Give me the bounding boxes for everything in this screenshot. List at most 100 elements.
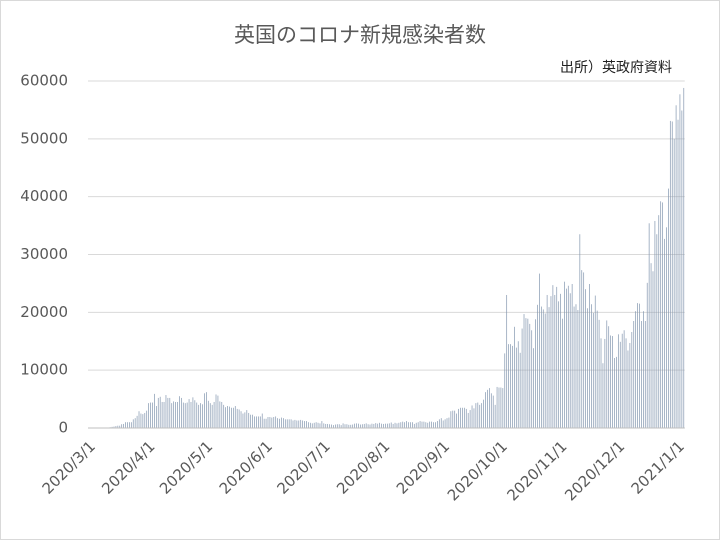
- bar: [583, 272, 585, 428]
- bar: [358, 423, 359, 428]
- bar: [617, 334, 619, 428]
- bar: [267, 417, 269, 428]
- bar: [675, 105, 677, 428]
- bar: [184, 403, 186, 428]
- bar: [406, 421, 407, 428]
- bar: [273, 417, 275, 428]
- bar: [138, 411, 140, 428]
- bar: [263, 418, 265, 428]
- bar: [658, 215, 660, 428]
- bar: [123, 423, 124, 428]
- bar: [352, 424, 354, 428]
- bar: [142, 414, 144, 428]
- bar: [246, 410, 248, 428]
- bar: [402, 421, 404, 428]
- bar: [396, 423, 398, 428]
- bar: [662, 202, 663, 428]
- bar: [404, 422, 406, 428]
- bar: [644, 321, 646, 428]
- bar: [325, 423, 327, 428]
- bar: [487, 389, 488, 428]
- bar: [379, 422, 380, 428]
- bar: [198, 404, 200, 428]
- bar: [631, 331, 633, 428]
- bar: [288, 419, 290, 428]
- bar: [111, 426, 113, 428]
- y-tick-label: 30000: [20, 245, 68, 263]
- bar: [669, 120, 671, 428]
- bar: [129, 422, 130, 428]
- bar: [150, 402, 151, 428]
- bar: [186, 402, 188, 428]
- bar: [654, 220, 656, 428]
- bar: [323, 423, 325, 428]
- bar: [206, 392, 207, 428]
- bar: [489, 388, 490, 428]
- bar: [458, 408, 459, 428]
- bar: [525, 318, 527, 428]
- bar: [338, 424, 340, 428]
- bar: [227, 406, 228, 428]
- bar: [477, 402, 479, 428]
- bar: [315, 422, 317, 428]
- bar: [591, 304, 592, 428]
- bar: [356, 423, 357, 428]
- bar: [585, 289, 586, 428]
- bar: [546, 294, 548, 428]
- bar: [165, 395, 167, 428]
- bar: [548, 307, 550, 428]
- bar: [327, 423, 329, 428]
- bar: [383, 423, 384, 428]
- bar: [569, 293, 571, 428]
- bar: [623, 330, 625, 428]
- bar: [215, 394, 217, 428]
- bar: [154, 393, 155, 428]
- bar: [512, 345, 513, 428]
- bar: [236, 408, 238, 428]
- bar: [664, 238, 665, 428]
- bar: [192, 397, 194, 428]
- bar: [144, 412, 146, 428]
- bar: [502, 388, 504, 428]
- bar: [117, 425, 119, 428]
- bar: [279, 418, 280, 428]
- bar: [417, 422, 419, 428]
- bar: [219, 401, 221, 428]
- y-tick-label: 10000: [20, 361, 68, 379]
- bar: [221, 401, 223, 428]
- bar: [581, 270, 583, 428]
- bar: [223, 404, 225, 428]
- bar: [592, 312, 594, 428]
- bar: [469, 410, 471, 428]
- bar: [421, 421, 423, 428]
- bar: [136, 415, 138, 428]
- bar: [200, 403, 201, 428]
- bar: [238, 409, 240, 428]
- bar: [621, 333, 623, 428]
- bar: [240, 411, 242, 428]
- bar: [115, 426, 117, 428]
- bar: [566, 288, 567, 428]
- bar: [462, 407, 463, 428]
- bar: [290, 419, 292, 428]
- bar: [258, 416, 259, 428]
- bar: [175, 401, 176, 428]
- bar: [336, 424, 338, 428]
- bar: [298, 420, 300, 428]
- bar: [169, 397, 171, 428]
- bar: [589, 283, 590, 428]
- bar: [437, 421, 438, 428]
- bar: [612, 336, 613, 428]
- bar: [182, 402, 184, 428]
- bar: [452, 410, 454, 428]
- bar: [577, 310, 579, 428]
- bar: [479, 404, 481, 428]
- bar: [415, 422, 417, 428]
- bar: [616, 356, 617, 428]
- bar: [331, 424, 332, 428]
- bar: [575, 304, 577, 428]
- bar: [444, 419, 446, 428]
- chart-title: 英国のコロナ新規感染者数: [234, 23, 486, 47]
